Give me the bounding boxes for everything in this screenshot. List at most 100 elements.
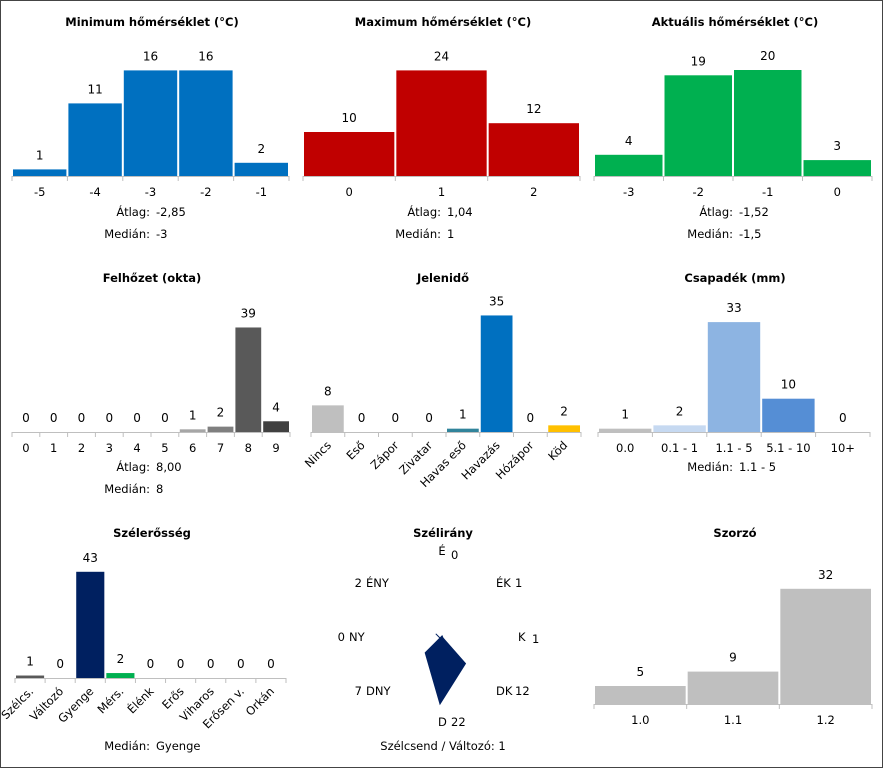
data-label: 35: [489, 294, 504, 308]
chart-multiplier: Szorzó 5 9 32 1.0 1.1 1.2: [593, 526, 873, 727]
wind-footer: Szélcsend / Változó: 1: [380, 739, 505, 753]
tick-label: 0: [834, 185, 841, 199]
tick-label: 4: [133, 441, 140, 455]
data-label: 0: [78, 411, 86, 425]
bar: [780, 588, 871, 704]
chart-precip: Csapadék (mm) 1 2 33 10 0 0.0 0.1 - 1 1.1 - 5 5.1…: [597, 271, 871, 474]
data-label: 2: [676, 404, 684, 418]
data-label: 0: [22, 411, 30, 425]
wind-rose-shape: [424, 633, 467, 706]
chart-title: Szorzó: [713, 526, 756, 540]
chart-title: Maximum hőmérséklet (°C): [355, 15, 532, 29]
tick-label: Köd: [545, 438, 570, 463]
tick-label: 0.0: [616, 441, 634, 455]
tick-label: 10+: [831, 441, 855, 455]
data-label: 2: [560, 404, 568, 418]
bar: [106, 673, 135, 678]
data-label: 0: [147, 657, 155, 671]
bar: [653, 425, 706, 432]
stat-value: -2,85: [156, 205, 186, 219]
direction-value: 7: [355, 684, 362, 698]
bar: [664, 75, 732, 176]
stat-value: -3: [156, 227, 167, 241]
data-label: 0: [133, 411, 141, 425]
data-label: 0: [161, 411, 169, 425]
tick-label: Élénk: [124, 683, 157, 716]
bar: [179, 429, 206, 432]
direction-value: 1: [515, 576, 522, 590]
stat-value: 8,00: [156, 460, 182, 474]
stat-value: -1,52: [739, 205, 769, 219]
direction-label: DK: [496, 684, 513, 698]
direction-label: DNY: [366, 684, 391, 698]
chart-cloud: Felhőzet (okta) 0 0 0 0 0 0 1 2 39 4 0 1 2 3 4 5 6 7 8 9 Átla…: [11, 271, 291, 496]
bar: [548, 425, 580, 432]
chart-title: Minimum hőmérséklet (°C): [65, 15, 238, 29]
bar: [179, 70, 233, 176]
data-label: 2: [217, 406, 225, 420]
chart-title: Aktuális hőmérséklet (°C): [652, 15, 819, 29]
data-label: 2: [117, 652, 125, 666]
data-label: 16: [198, 49, 213, 63]
stat-label: Átlag:: [116, 459, 150, 474]
data-label: 0: [177, 657, 185, 671]
data-label: 19: [691, 54, 706, 68]
bar: [762, 398, 815, 432]
chart-title: Csapadék (mm): [684, 271, 785, 285]
direction-label: K: [518, 630, 526, 644]
stat-label: Medián:: [395, 227, 441, 241]
tick-label: Mérs.: [94, 684, 126, 716]
bar: [304, 132, 395, 176]
tick-label: 9: [272, 441, 279, 455]
direction-value: 0: [338, 630, 345, 644]
tick-label: 0.1 - 1: [661, 441, 698, 455]
bar: [13, 169, 67, 176]
bar: [488, 123, 579, 176]
data-label: 1: [36, 148, 44, 162]
tick-label: 1: [438, 185, 445, 199]
data-label: 5: [637, 665, 645, 679]
bar: [687, 671, 779, 704]
tick-label: 0: [22, 441, 29, 455]
direction-value: 22: [451, 715, 466, 729]
data-label: 20: [760, 49, 775, 63]
tick-label: 0: [346, 185, 353, 199]
tick-label: 5: [161, 441, 168, 455]
data-label: 12: [526, 102, 541, 116]
tick-label: -3: [145, 185, 156, 199]
stat-label: Medián:: [104, 482, 150, 496]
data-label: 0: [50, 411, 58, 425]
bar: [447, 428, 479, 432]
data-label: 39: [241, 306, 256, 320]
tick-label: 1: [50, 441, 57, 455]
direction-label: ÉNY: [366, 575, 390, 590]
bar: [235, 327, 262, 432]
tick-label: 1.0: [631, 713, 649, 727]
direction-label: ÉK: [496, 575, 511, 590]
data-label: 0: [237, 657, 245, 671]
bar: [312, 405, 344, 432]
direction-label: NY: [349, 630, 366, 644]
stat-label: Átlag:: [407, 204, 441, 219]
data-label: 16: [143, 49, 158, 63]
bar: [123, 70, 178, 176]
bar: [396, 70, 487, 176]
chart-title: Szélerősség: [113, 526, 191, 540]
direction-label: É: [438, 543, 445, 558]
stat-value: 8: [156, 482, 163, 496]
stat-label: Medián:: [687, 227, 733, 241]
stat-label: Medián:: [687, 460, 733, 474]
tick-label: 2: [530, 185, 537, 199]
bar: [68, 103, 122, 176]
tick-label: -5: [34, 185, 45, 199]
chart-title: Jelenidő: [416, 271, 469, 285]
bar: [480, 315, 513, 432]
data-label: 0: [839, 411, 847, 425]
stat-value: 1: [447, 227, 454, 241]
data-label: 24: [434, 49, 449, 63]
data-label: 0: [425, 411, 433, 425]
tick-label: -3: [623, 185, 634, 199]
